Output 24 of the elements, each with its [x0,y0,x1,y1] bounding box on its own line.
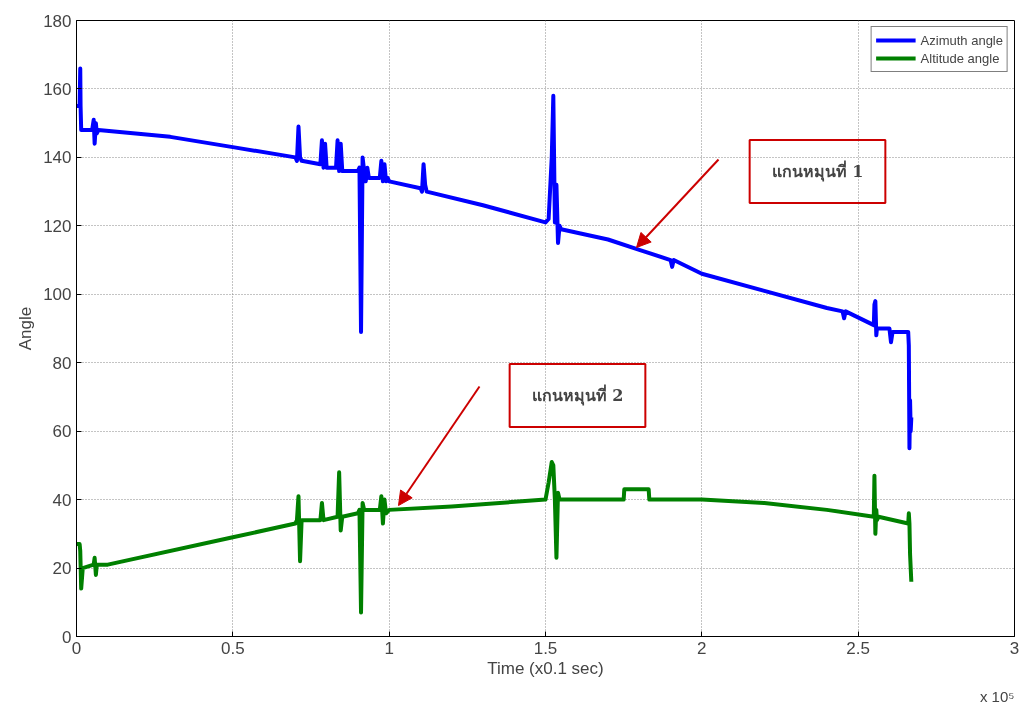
y-tick-label: 180 [43,11,72,31]
legend-label: Altitude angle [920,49,1000,67]
x-tick-label: 2.5 [846,638,870,658]
x-tick-label: 3 [1009,638,1020,658]
x-tick-label: 1.5 [533,638,558,658]
x-tick-label: 2 [697,638,707,658]
y-tick-label: 40 [52,490,72,510]
y-tick-label: 160 [43,79,72,99]
x-axis-title: Time (x0.1 sec) [487,658,604,678]
x-tick-label: 0.5 [221,638,245,658]
line-series [76,66,914,451]
legend-label: Azimuth angle [920,31,1003,49]
y-tick-label: 140 [43,148,72,168]
y-tick-label: 80 [52,353,72,373]
y-tick-label: 100 [43,285,72,305]
y-axis-title: Angle [16,306,36,351]
line-series [76,459,914,615]
x-tick-label: 1 [384,638,394,658]
annotation: แกนหมุนที่ 2 [531,384,624,406]
y-tick-label: 60 [52,422,72,442]
y-tick-label: 120 [43,216,72,236]
text: x 10⁵ [979,687,1015,705]
y-tick-label: 20 [52,559,72,579]
annotation: แกนหมุนที่ 1 [771,160,864,182]
